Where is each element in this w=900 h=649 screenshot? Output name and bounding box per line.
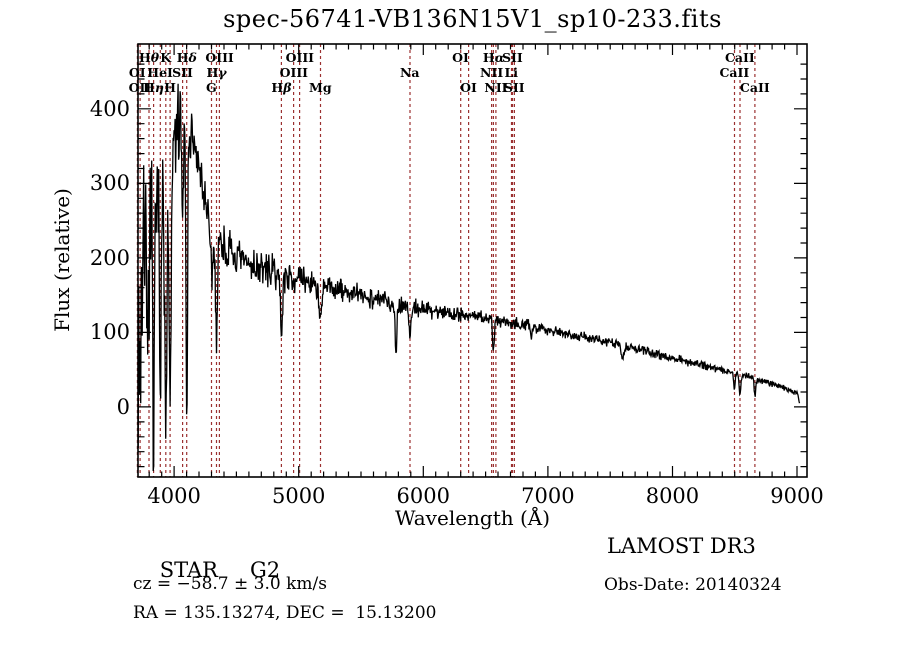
spectral-line-label: Hδ [176, 50, 197, 65]
x-tick-label: 8000 [645, 484, 700, 508]
spectral-line-label: NII [480, 65, 504, 80]
spectral-line-label: SII [172, 65, 193, 80]
x-tick-label: 6000 [396, 484, 450, 508]
class-label: STAR [159, 558, 218, 582]
spectrum-trace [137, 83, 801, 472]
x-tick-label: 9000 [770, 484, 824, 508]
spectral-line-label: HeI [147, 65, 173, 80]
radec-value: RA = 135.13274, DEC = 15.13200 [133, 603, 437, 623]
survey-label: LAMOST DR3 [607, 534, 756, 558]
spectral-line-label: Hη [143, 80, 164, 95]
x-tick-label: 7000 [521, 484, 575, 508]
y-tick-label: 400 [89, 96, 130, 121]
plot-title: spec-56741-VB136N15V1_sp10-233.fits [223, 5, 722, 33]
x-tick-label: 4000 [147, 484, 201, 508]
spectral-line-label: SII [501, 50, 523, 65]
spectral-line-label: Hθ [138, 50, 160, 65]
subclass-label: G2 [250, 558, 281, 582]
spectral-line-label: H [164, 80, 176, 95]
spectral-line-label: OI [452, 50, 469, 65]
spectral-line-label: OIII [279, 65, 309, 80]
spectral-line-label: CaII [719, 65, 750, 80]
spectral-line-label: NII [484, 80, 508, 95]
spectral-line-label: G [206, 80, 217, 95]
object-class: STAR G2 [133, 534, 280, 606]
spectral-line-label: SII [503, 80, 525, 95]
y-tick-label: 100 [89, 320, 130, 345]
y-tick-label: 0 [116, 394, 130, 419]
axis-ticks [138, 44, 807, 477]
spectral-line-label: OIII [205, 50, 234, 65]
spectral-line-label: Na [399, 65, 420, 80]
spectral-line-label: OI [460, 80, 477, 95]
obs-date-label: Obs-Date: 20140324 [604, 575, 782, 595]
x-axis-title: Wavelength (Å) [394, 506, 551, 530]
spectral-line-label: CaII [724, 50, 755, 65]
spectral-line-label: OII [128, 80, 152, 95]
y-tick-label: 200 [89, 245, 130, 270]
plot-frame [137, 43, 808, 478]
y-tick-label: 300 [89, 171, 130, 196]
spectral-line-label: Hγ [206, 65, 227, 80]
spectral-line-label: K [160, 50, 172, 65]
cz-value: cz = −58.7 ± 3.0 km/s [133, 574, 327, 594]
x-tick-label: 5000 [271, 484, 326, 508]
spectral-line-label: OI [128, 65, 146, 80]
spectral-line-label: Hα [482, 50, 505, 65]
spectral-line-label: CaII [739, 80, 770, 95]
spectral-line-label: OIII [285, 50, 315, 65]
spectral-line-label: Mg [309, 80, 332, 95]
spectral-line-label: Li [504, 65, 519, 80]
spectral-line-label: Hβ [271, 80, 292, 95]
